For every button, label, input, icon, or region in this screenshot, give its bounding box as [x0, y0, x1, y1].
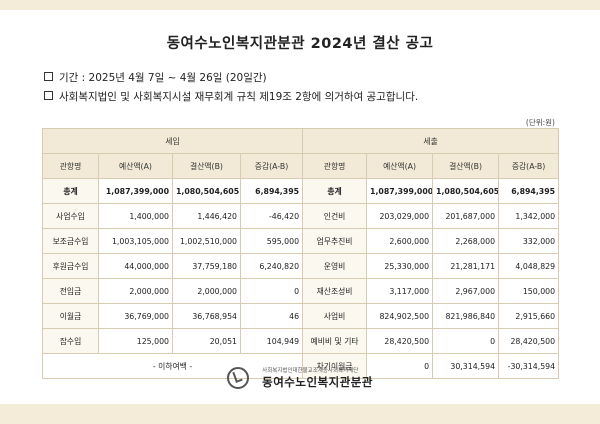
table-row-total: 총계 1,087,399,000 1,080,504,605 6,894,395…	[42, 178, 560, 204]
table-cell: 1,446,420	[172, 203, 241, 229]
table-row: 보조금수입 1,003,105,000 1,002,510,000 595,00…	[42, 228, 560, 254]
table-cell: 203,029,000	[366, 203, 434, 229]
table-cell: 1,080,504,605	[172, 178, 241, 204]
facility-name: 동여수노인복지관분관	[262, 375, 373, 389]
bullet-box-icon	[44, 72, 53, 81]
table-cell: 6,894,395	[498, 178, 560, 204]
table-cell: 1,087,399,000	[366, 178, 434, 204]
expense-section-header: 세출	[302, 128, 560, 154]
table-row-last: - 이하여백 - 차기이월금 0 30,314,594 -30,314,594	[41, 353, 560, 379]
col-header: 증감(A-B)	[239, 153, 304, 179]
col-header: 결산액(B)	[172, 153, 241, 179]
table-cell: 125,000	[98, 328, 173, 354]
page-title: 동여수노인복지관분관 2024년 결산 공고	[166, 36, 434, 52]
table-cell: 1,400,000	[98, 203, 173, 229]
table-cell: 1,342,000	[498, 203, 560, 229]
table-cell: 6,894,395	[239, 178, 304, 204]
col-header: 증감(A-B)	[498, 153, 560, 179]
table-cell: 총계	[302, 178, 368, 204]
income-section-header: 세입	[41, 128, 304, 154]
table-cell: 2,000,000	[98, 278, 173, 304]
table-row: 잡수입 125,000 20,051 104,949 예비비 및 기타 28,4…	[42, 328, 560, 354]
table-cell: 20,051	[172, 328, 241, 354]
table-cell: 이월금	[42, 303, 99, 329]
table-cell: 28,420,500	[366, 328, 434, 354]
unit-label: (단위:원)	[525, 118, 555, 127]
blank-below-note: - 이하여백 -	[41, 353, 304, 379]
table-cell: 1,080,504,605	[432, 178, 500, 204]
table-cell: 824,902,500	[366, 303, 434, 329]
table-cell: 44,000,000	[98, 253, 173, 279]
table-cell: 2,600,000	[366, 228, 434, 254]
table-cell: 보조금수입	[42, 228, 99, 254]
period-text: 기간 : 2025년 4월 7일 ~ 4월 26일 (20일간)	[59, 72, 267, 84]
table-row: 후원금수입 44,000,000 37,759,180 6,240,820 운영…	[42, 253, 560, 279]
top-decor-band	[0, 0, 600, 10]
table-cell: 36,769,000	[98, 303, 173, 329]
table-cell: 0	[366, 353, 434, 379]
table-cell: 21,281,171	[432, 253, 500, 279]
org-logo-icon	[227, 367, 250, 389]
period-line: 기간 : 2025년 4월 7일 ~ 4월 26일 (20일간)	[44, 70, 267, 85]
settlement-table: 세입 세출 관항명 예산액(A) 결산액(B) 증감(A-B) 관항명 예산액(…	[41, 128, 560, 379]
section-header-row: 세입 세출	[41, 128, 560, 154]
table-cell: 2,000,000	[172, 278, 241, 304]
table-cell: 332,000	[498, 228, 560, 254]
table-cell: 1,002,510,000	[172, 228, 241, 254]
table-row: 이월금 36,769,000 36,768,954 46 사업비 824,902…	[42, 303, 560, 329]
table-cell: 150,000	[498, 278, 560, 304]
table-cell: 1,003,105,000	[98, 228, 173, 254]
table-cell: 3,117,000	[366, 278, 434, 304]
corporation-name: 사회복지법인대한불교조계종사회복지재단	[262, 368, 359, 374]
basis-text: 사회복지법인 및 사회복지시설 재무회계 규칙 제19조 2항에 의거하여 공고…	[59, 91, 419, 103]
table-row: 전입금 2,000,000 2,000,000 0 재산조성비 3,117,00…	[42, 278, 560, 304]
table-cell: 2,915,660	[498, 303, 560, 329]
table-cell: 총계	[42, 178, 99, 204]
table-row: 사업수입 1,400,000 1,446,420 -46,420 인건비 203…	[42, 203, 560, 229]
basis-line: 사회복지법인 및 사회복지시설 재무회계 규칙 제19조 2항에 의거하여 공고…	[44, 89, 418, 104]
table-cell: 46	[239, 303, 304, 329]
col-header: 관항명	[302, 153, 368, 179]
table-cell: 2,967,000	[432, 278, 500, 304]
table-cell: 1,087,399,000	[98, 178, 173, 204]
bottom-decor-band	[0, 404, 600, 424]
col-header: 예산액(A)	[366, 153, 434, 179]
bullet-box-icon	[44, 91, 53, 100]
table-cell: 595,000	[239, 228, 304, 254]
table-cell: 4,048,829	[498, 253, 560, 279]
table-cell: 사업비	[302, 303, 368, 329]
table-cell: 차기이월금	[302, 353, 368, 379]
table-cell: 전입금	[42, 278, 99, 304]
table-cell: 36,768,954	[172, 303, 241, 329]
table-cell: 821,986,840	[432, 303, 500, 329]
footer-logo-block: 사회복지법인대한불교조계종사회복지재단 동여수노인복지관분관	[0, 366, 600, 390]
table-cell: 6,240,820	[239, 253, 304, 279]
table-cell: 37,759,180	[172, 253, 241, 279]
table-cell: 잡수입	[42, 328, 99, 354]
col-header: 결산액(B)	[432, 153, 500, 179]
table-cell: 운영비	[302, 253, 368, 279]
table-cell: 0	[432, 328, 500, 354]
table-cell: 재산조성비	[302, 278, 368, 304]
table-cell: 104,949	[239, 328, 304, 354]
table-cell: 28,420,500	[498, 328, 560, 354]
column-header-row: 관항명 예산액(A) 결산액(B) 증감(A-B) 관항명 예산액(A) 결산액…	[42, 153, 560, 179]
table-cell: 0	[239, 278, 304, 304]
table-cell: 후원금수입	[42, 253, 99, 279]
col-header: 예산액(A)	[98, 153, 173, 179]
table-cell: 201,687,000	[432, 203, 500, 229]
table-cell: -46,420	[239, 203, 304, 229]
table-cell: 2,268,000	[432, 228, 500, 254]
table-cell: 예비비 및 기타	[302, 328, 368, 354]
table-cell: 25,330,000	[366, 253, 434, 279]
table-cell: 업무추진비	[302, 228, 368, 254]
table-cell: 인건비	[302, 203, 368, 229]
col-header: 관항명	[42, 153, 99, 179]
table-cell: 사업수입	[42, 203, 99, 229]
table-cell: -30,314,594	[498, 353, 560, 379]
